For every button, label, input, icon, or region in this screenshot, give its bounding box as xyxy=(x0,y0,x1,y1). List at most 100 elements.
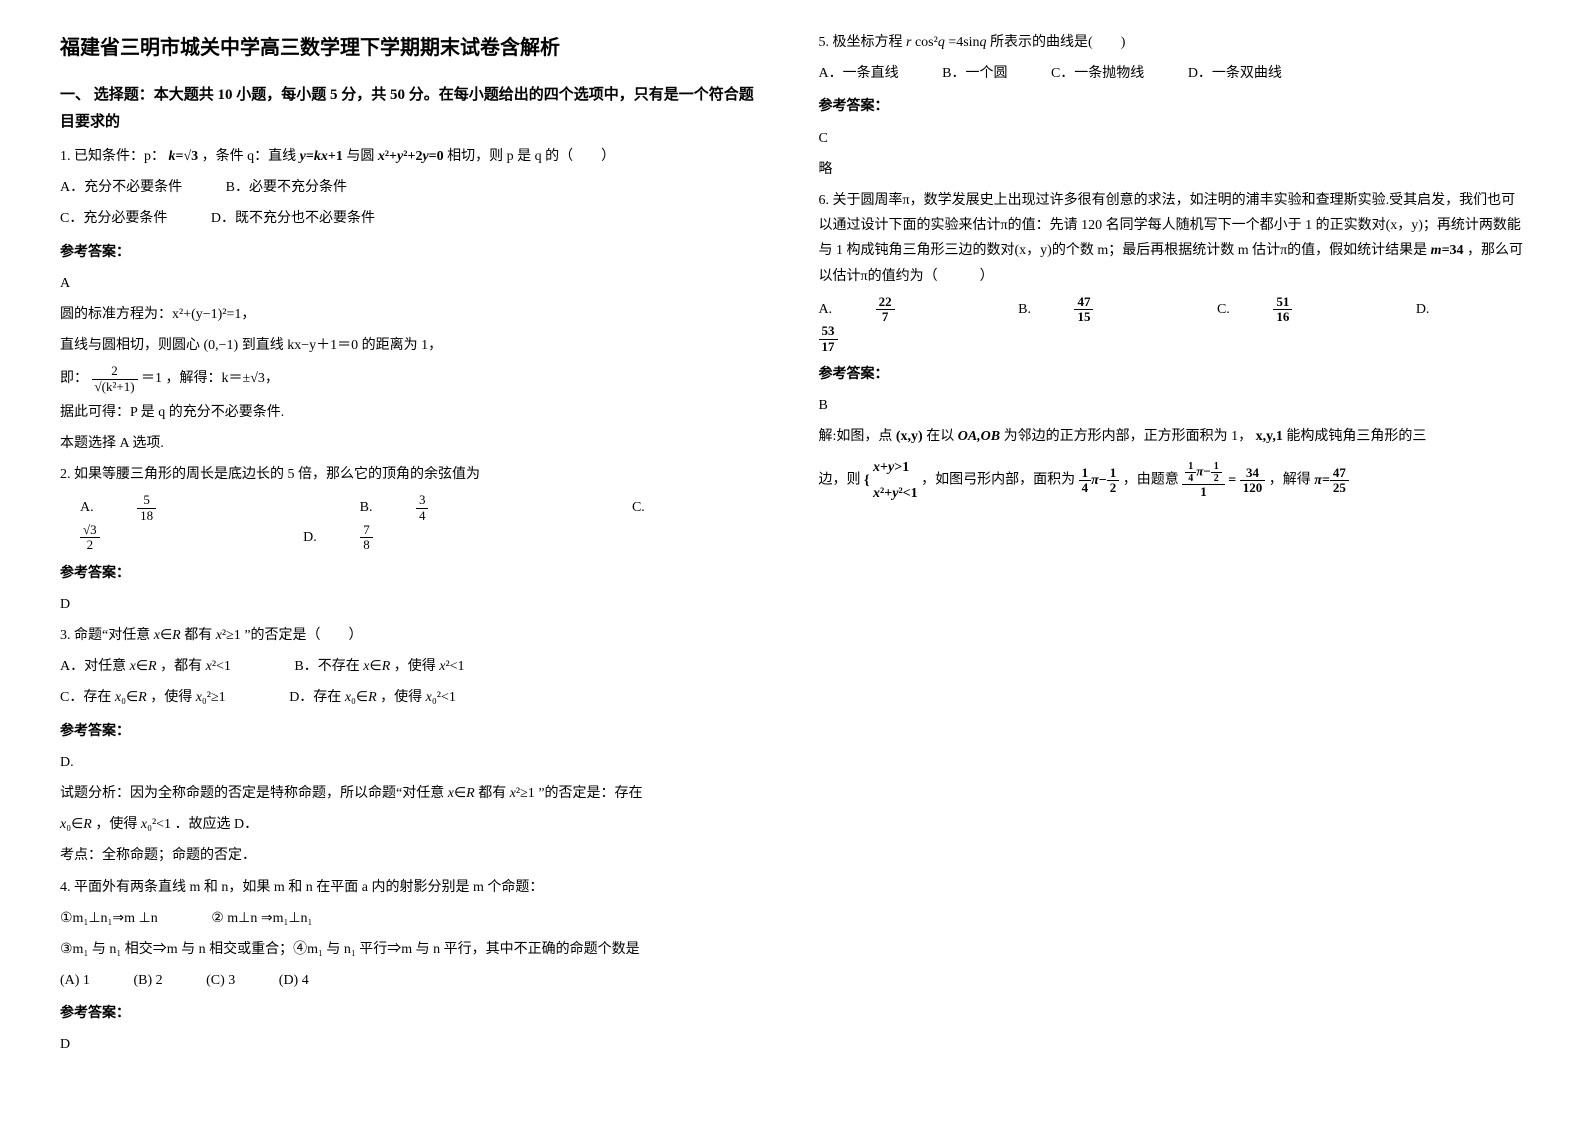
q2-options: A. 518 B. 34 C. √32 D. 78 xyxy=(80,493,769,552)
text: 3. 命题“对任意 xyxy=(60,628,150,643)
q5-optB: B．一个圆 xyxy=(942,66,1007,81)
q3-optA: A．对任意 x∈R ，都有 x²<1 xyxy=(60,659,234,674)
q4-optA: (A) 1 xyxy=(60,973,90,988)
label: B. xyxy=(360,500,373,515)
text: B．不存在 xyxy=(294,659,359,674)
math-frac: 78 xyxy=(360,523,413,553)
q5-answer: C xyxy=(819,126,1528,151)
q1-exp5: 本题选择 A 选项. xyxy=(60,431,769,456)
answer-label: 参考答案： xyxy=(60,1001,769,1026)
q4-cond: ①m₁⊥n₁⇒m ⊥n ② m⊥n ⇒m₁⊥n₁ xyxy=(60,906,769,931)
math: k=√3 xyxy=(169,149,199,164)
math: { x+y>1x²+y²<1 xyxy=(864,473,918,488)
label: C. xyxy=(1217,302,1230,317)
q5-optA: A．一条直线 xyxy=(819,66,899,81)
math: 14π−121 = 34120 xyxy=(1182,473,1269,488)
q3-optD: D．存在 x₀∈R ，使得 x₀²<1 xyxy=(289,690,456,705)
text: 能构成钝角三角形的三 xyxy=(1286,429,1426,444)
text: ，解得 xyxy=(1269,473,1311,488)
q3-exp2: x₀∈R ，使得 x₀²<1 ．故应选 D． xyxy=(60,812,769,837)
q4-cond2: ③m₁ 与 n₁ 相交⇒m 与 n 相交或重合；④m₁ 与 n₁ 平行⇒m 与 … xyxy=(60,937,769,962)
label: C. xyxy=(632,500,645,515)
math-frac: √32 xyxy=(80,523,140,553)
label: D. xyxy=(303,530,317,545)
text: 即： xyxy=(60,371,88,386)
math: x∈R xyxy=(448,786,475,801)
math: x,y,1 xyxy=(1256,429,1283,444)
q4-stem: 4. 平面外有两条直线 m 和 n，如果 m 和 n 在平面 a 内的射影分别是… xyxy=(60,875,769,900)
q3-exp: 试题分析：因为全称命题的否定是特称命题，所以命题“对任意 x∈R 都有 x²≥1… xyxy=(60,781,769,806)
label: A. xyxy=(819,302,833,317)
q1-optA: A．充分不必要条件 xyxy=(60,180,182,195)
text: D．存在 xyxy=(289,690,341,705)
math: (0,−1) xyxy=(204,338,239,353)
text: ，使得 xyxy=(380,690,422,705)
math: m=34 xyxy=(1431,243,1464,258)
q1-answer: A xyxy=(60,271,769,296)
math: x₀∈R xyxy=(115,690,147,705)
q6-exp2: 边，则 { x+y>1x²+y²<1 ，如图弓形内部，面积为 14π−12 ，由… xyxy=(819,455,1528,505)
q6-optC: C. 5116 xyxy=(1217,302,1376,317)
text: A．对任意 xyxy=(60,659,126,674)
text: ．故应选 D． xyxy=(175,817,259,832)
q1-optC: C．充分必要条件 xyxy=(60,211,167,226)
text: 直线与圆相切，则圆心 xyxy=(60,338,200,353)
answer-label: 参考答案： xyxy=(60,240,769,265)
text: 的距离为 1， xyxy=(362,338,443,353)
math-frac: 518 xyxy=(137,493,196,523)
answer-label: 参考答案： xyxy=(60,719,769,744)
text: 试题分析：因为全称命题的否定是特称命题，所以命题“对任意 xyxy=(60,786,444,801)
q4-optB: (B) 2 xyxy=(133,973,162,988)
q2-optA: A. 518 xyxy=(80,500,240,515)
text: 都有 xyxy=(184,628,212,643)
math: kx−y＋1＝0 xyxy=(287,338,358,353)
label: D. xyxy=(1416,302,1430,317)
q6-options: A. 227 B. 4715 C. 5116 D. 5317 xyxy=(819,295,1528,354)
text: 为邻边的正方形内部，正方形面积为 1， xyxy=(1004,429,1253,444)
text: 相切，则 p 是 q 的（ ） xyxy=(447,149,615,164)
q3-optB: B．不存在 x∈R ，使得 x²<1 xyxy=(294,659,464,674)
text: ，使得 xyxy=(150,690,192,705)
text: 1. 已知条件：p： xyxy=(60,149,165,164)
q3-answer: D. xyxy=(60,750,769,775)
q6-stem: 6. 关于圆周率π，数学发展史上出现过许多很有创意的求法，如注明的浦丰实验和查理… xyxy=(819,188,1528,289)
q3-row1: A．对任意 x∈R ，都有 x²<1 B．不存在 x∈R ，使得 x²<1 xyxy=(60,654,769,679)
q1-optB: B．必要不充分条件 xyxy=(226,180,347,195)
math: x²≥1 xyxy=(216,628,241,643)
q6-optA: A. 227 xyxy=(819,302,979,317)
math: x∈R xyxy=(154,628,181,643)
q3-optC: C．存在 x₀∈R ，使得 x₀²≥1 xyxy=(60,690,229,705)
text: 5. 极坐标方程 xyxy=(819,35,903,50)
text: 与圆 xyxy=(346,149,374,164)
q1-exp3: 即： 2√(k²+1) ＝1 ，解得：k＝±√3， xyxy=(60,364,769,394)
q6-exp1: 解:如图，点 (x,y) 在以 OA,OB 为邻边的正方形内部，正方形面积为 1… xyxy=(819,424,1528,449)
math: π=4725 xyxy=(1314,473,1349,488)
math: x₀²<1 xyxy=(426,690,456,705)
math: x²<1 xyxy=(439,659,464,674)
q1-exp1: 圆的标准方程为：x²+(y−1)²=1， xyxy=(60,302,769,327)
text: 解:如图，点 xyxy=(819,429,893,444)
q2-answer: D xyxy=(60,592,769,617)
text: 在以 xyxy=(926,429,954,444)
answer-label: 参考答案： xyxy=(60,561,769,586)
math: (x,y) xyxy=(896,429,923,444)
math-frac: 2√(k²+1) xyxy=(92,364,138,394)
q1-stem: 1. 已知条件：p： k=√3 ，条件 q：直线 y=kx+1 与圆 x²+y²… xyxy=(60,144,769,169)
q1-options2: C．充分必要条件 D．既不充分也不必要条件 xyxy=(60,206,769,231)
math: x₀∈R xyxy=(345,690,377,705)
q6-answer: B xyxy=(819,393,1528,418)
text: ，使得 xyxy=(95,817,137,832)
text: ，如图弓形内部，面积为 xyxy=(921,473,1075,488)
math-frac: 227 xyxy=(876,295,935,325)
q1-exp4: 据此可得：P 是 q 的充分不必要条件. xyxy=(60,400,769,425)
math-frac: 5116 xyxy=(1273,295,1332,325)
math: x²<1 xyxy=(206,659,231,674)
text: ，都有 xyxy=(160,659,202,674)
math: OA,OB xyxy=(958,429,1000,444)
q4-answer: D xyxy=(60,1032,769,1057)
answer-label: 参考答案： xyxy=(819,362,1528,387)
text: 6. 关于圆周率π，数学发展史上出现过许多很有创意的求法，如注明的浦丰实验和查理… xyxy=(819,193,1521,258)
q3-topic: 考点：全称命题；命题的否定． xyxy=(60,843,769,868)
q5-options: A．一条直线 B．一个圆 C．一条抛物线 D．一条双曲线 xyxy=(819,61,1528,86)
text: ”的否定是（ ） xyxy=(244,628,362,643)
